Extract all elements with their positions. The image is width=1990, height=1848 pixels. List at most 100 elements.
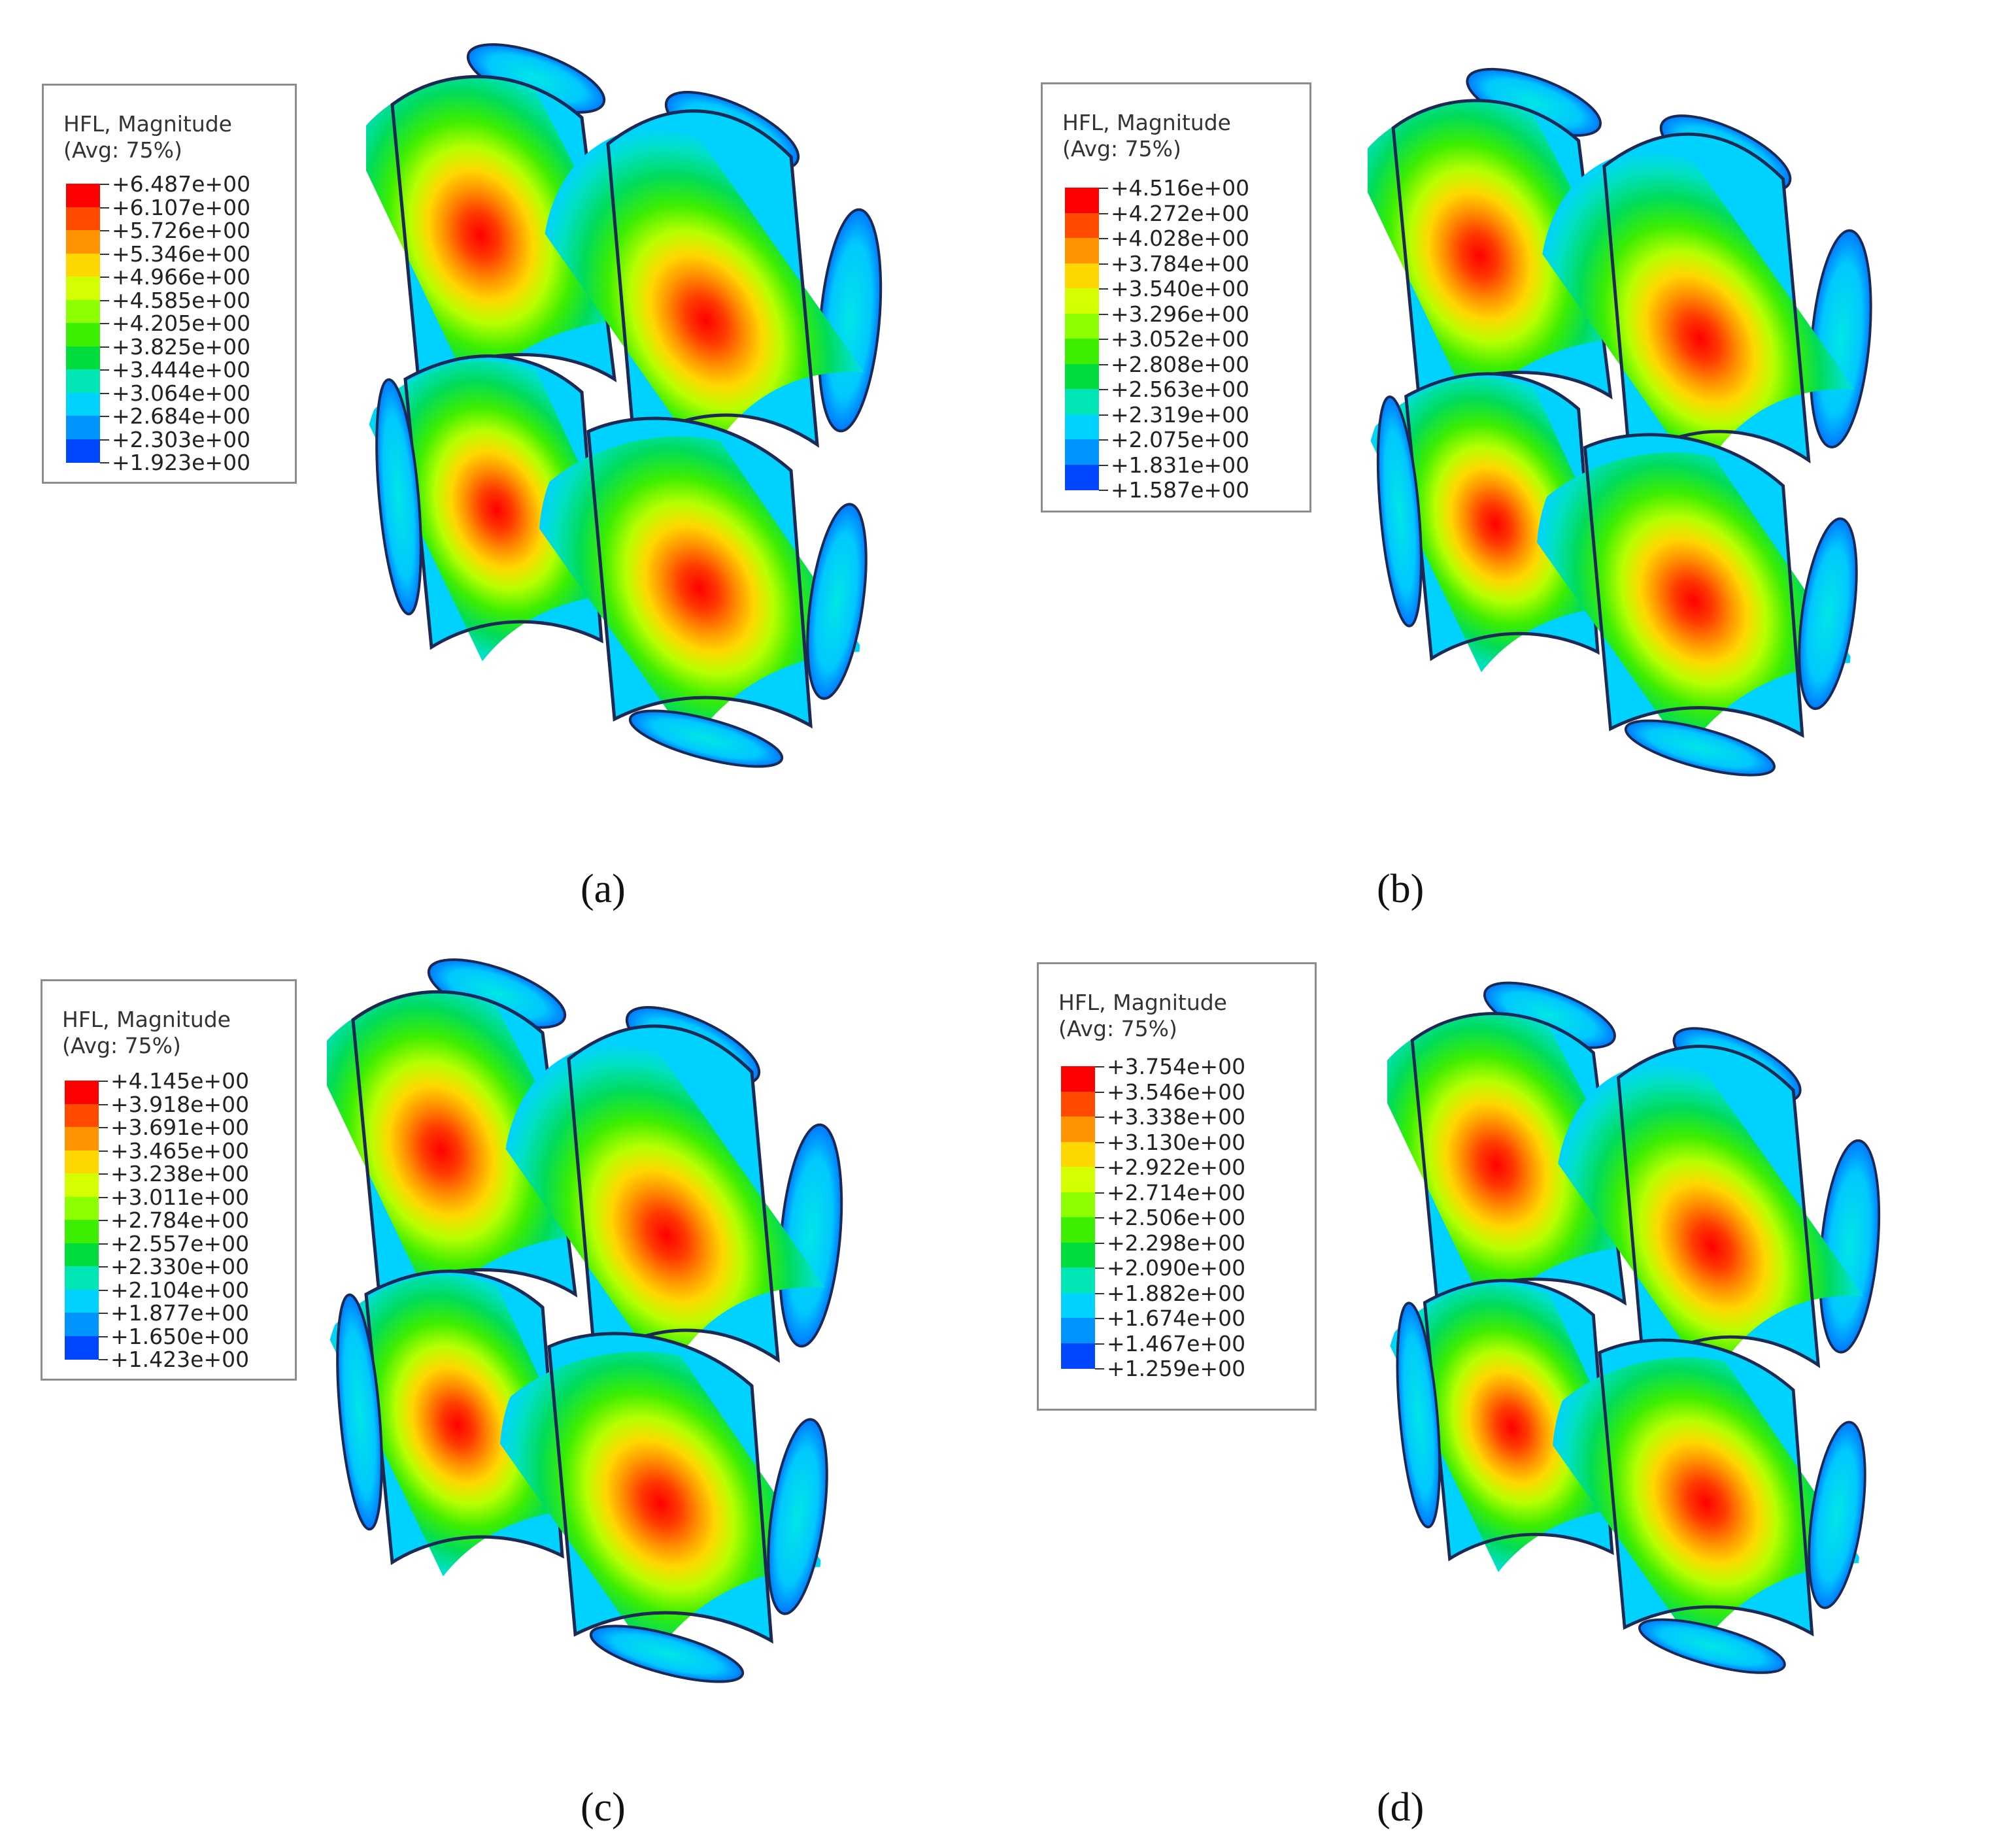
color-swatch xyxy=(1061,1091,1095,1117)
scale-value-label: +1.877e+00 xyxy=(110,1300,250,1326)
scale-tick xyxy=(1095,1242,1104,1244)
scale-tick xyxy=(100,299,109,301)
color-swatch xyxy=(65,1289,99,1313)
scale-value-label: +4.205e+00 xyxy=(112,311,251,336)
scale-tick xyxy=(100,462,109,463)
scale-tick xyxy=(1095,1192,1104,1194)
color-swatch xyxy=(1065,212,1099,239)
cylinder-end-cap xyxy=(767,1418,828,1615)
color-swatch xyxy=(65,1103,99,1128)
scale-tick xyxy=(1099,363,1108,365)
scale-tick xyxy=(99,1266,108,1268)
color-swatch xyxy=(1061,1217,1095,1243)
color-swatch xyxy=(66,323,100,347)
color-swatch xyxy=(1065,339,1099,365)
color-swatch xyxy=(65,1313,99,1337)
scale-tick xyxy=(99,1150,108,1152)
scale-tick xyxy=(99,1103,108,1105)
scale-value-label: +3.691e+00 xyxy=(110,1115,250,1140)
tile-outline xyxy=(1583,433,1804,738)
color-swatch xyxy=(65,1150,99,1174)
panel-c: HFL, Magnitude (Avg: 75%) +4.145e+00 +3.9… xyxy=(0,928,995,1848)
color-swatch xyxy=(65,1196,99,1220)
scale-value-label: +3.825e+00 xyxy=(112,333,251,360)
scale-value-label: +2.563e+00 xyxy=(1111,377,1250,402)
color-swatch xyxy=(1065,414,1099,440)
scale-tick xyxy=(99,1359,108,1360)
tile-outline xyxy=(586,416,813,729)
scale-tick xyxy=(100,323,109,324)
legend-d: HFL, Magnitude (Avg: 75%) +3.754e+00 +3.5… xyxy=(1037,962,1317,1411)
scale-tick xyxy=(100,416,109,417)
scale-tick xyxy=(100,392,109,394)
scale-tick xyxy=(100,253,109,255)
scale-value-label: +2.808e+00 xyxy=(1111,351,1250,377)
legend-c: HFL, Magnitude (Avg: 75%) +4.145e+00 +3.9… xyxy=(41,979,297,1381)
legend-subtitle: (Avg: 75%) xyxy=(1058,1016,1177,1041)
scale-value-label: +4.516e+00 xyxy=(1111,175,1250,201)
color-swatch xyxy=(1061,1292,1095,1319)
scale-tick xyxy=(99,1313,108,1314)
scale-value-label: +4.966e+00 xyxy=(112,264,251,290)
scale-tick xyxy=(1099,212,1108,214)
scale-value-label: +1.467e+00 xyxy=(1107,1330,1246,1356)
scale-tick xyxy=(1095,1268,1104,1269)
scale-value-label: +2.104e+00 xyxy=(110,1277,250,1303)
cylinder-end-cap xyxy=(1376,395,1423,628)
panel-a: HFL, Magnitude (Avg: 75%) +6.487e+00 +6.1… xyxy=(0,0,995,928)
panel-b: HFL, Magnitude (Avg: 75%) +4.516e+00 +4.2… xyxy=(995,0,1990,928)
color-swatch xyxy=(66,230,100,254)
panel-caption: (c) xyxy=(581,1785,626,1830)
scale-tick xyxy=(1095,1343,1104,1345)
scale-value-label: +2.298e+00 xyxy=(1107,1230,1246,1256)
scale-tick xyxy=(99,1336,108,1337)
legend-b: HFL, Magnitude (Avg: 75%) +4.516e+00 +4.2… xyxy=(1041,82,1311,512)
scale-tick xyxy=(1099,288,1108,290)
scale-value-label: +1.587e+00 xyxy=(1111,477,1250,503)
scale-tick xyxy=(1099,389,1108,390)
color-swatch xyxy=(65,1266,99,1290)
cylinder-end-cap xyxy=(628,709,784,768)
color-swatch xyxy=(65,1081,99,1105)
scale-tick xyxy=(99,1173,108,1175)
cylinder-end-cap xyxy=(806,503,868,700)
scale-value-label: +3.754e+00 xyxy=(1107,1054,1246,1079)
legend-subtitle: (Avg: 75%) xyxy=(63,137,182,163)
scale-tick xyxy=(1095,1117,1104,1118)
color-swatch xyxy=(66,392,100,416)
tile-outline xyxy=(547,1332,773,1644)
scale-value-label: +3.064e+00 xyxy=(112,380,251,406)
color-swatch xyxy=(66,369,100,394)
scale-value-label: +6.107e+00 xyxy=(112,194,251,220)
color-swatch xyxy=(65,1173,99,1198)
color-swatch xyxy=(65,1336,99,1360)
scale-tick xyxy=(1095,1368,1104,1369)
scale-tick xyxy=(1099,439,1108,441)
color-swatch xyxy=(65,1220,99,1244)
scale-tick xyxy=(1099,238,1108,239)
legend-title: HFL, Magnitude xyxy=(1058,990,1227,1015)
scale-value-label: +3.546e+00 xyxy=(1107,1079,1246,1105)
heat-flux-contour-render xyxy=(1368,67,1872,777)
scale-tick xyxy=(100,346,109,348)
color-swatch xyxy=(1065,439,1099,465)
scale-tick xyxy=(99,1196,108,1198)
scale-value-label: +2.330e+00 xyxy=(110,1254,250,1279)
color-swatch xyxy=(66,416,100,440)
color-swatch xyxy=(1065,464,1099,490)
cylinder-end-cap xyxy=(1624,719,1776,777)
scale-tick xyxy=(100,439,109,441)
scale-tick xyxy=(1099,414,1108,416)
scale-value-label: +3.465e+00 xyxy=(110,1137,250,1164)
color-swatch xyxy=(1061,1242,1095,1268)
color-swatch xyxy=(1065,363,1099,390)
scale-tick xyxy=(1095,1167,1104,1168)
scale-value-label: +3.130e+00 xyxy=(1107,1129,1246,1155)
color-swatch xyxy=(66,184,100,208)
scale-value-label: +1.831e+00 xyxy=(1111,452,1250,478)
cylinder-end-cap xyxy=(1808,1420,1866,1609)
scale-value-label: +5.726e+00 xyxy=(112,218,251,243)
scale-value-label: +3.784e+00 xyxy=(1111,250,1250,277)
color-swatch xyxy=(1065,313,1099,339)
legend-a: HFL, Magnitude (Avg: 75%) +6.487e+00 +6.1… xyxy=(42,84,297,484)
